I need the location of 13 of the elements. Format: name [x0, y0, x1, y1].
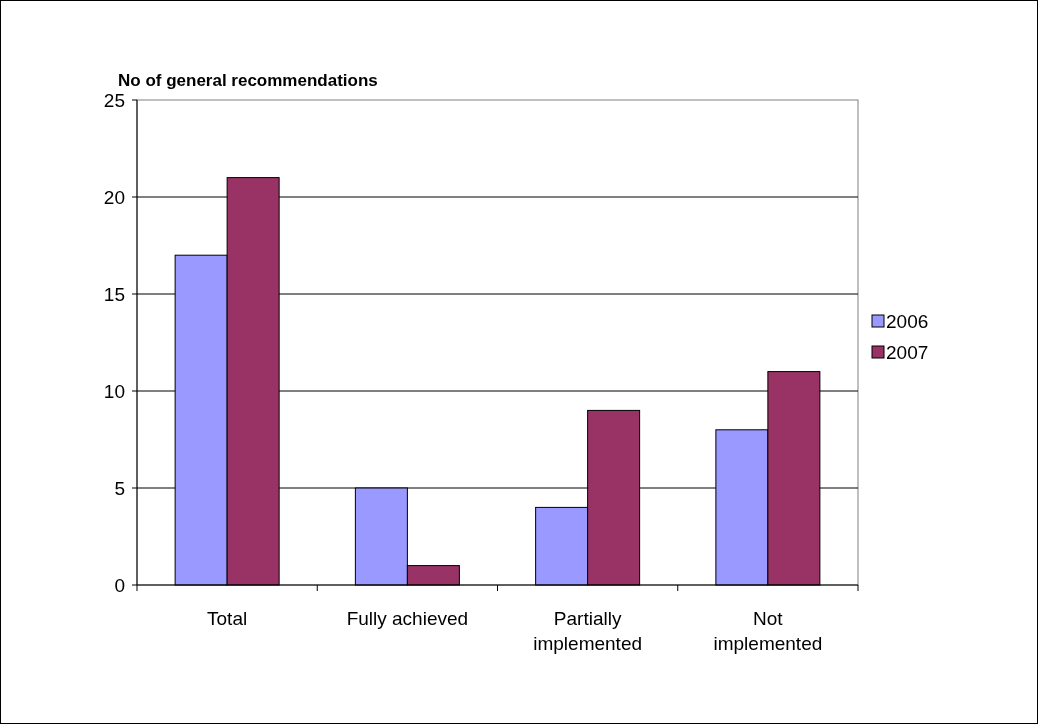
y-tick-label: 25: [103, 89, 125, 111]
x-tick-label: Fully achieved: [346, 608, 469, 629]
y-tick-label: 15: [103, 283, 125, 305]
y-tick-label: 20: [103, 186, 125, 208]
chart-title: No of general recommendations: [118, 71, 378, 90]
legend-label: 2006: [886, 310, 929, 332]
legend-label: 2007: [886, 341, 929, 363]
x-tick-label: Not implemented: [713, 608, 823, 654]
y-tick-label: 10: [103, 380, 125, 402]
y-tick-label: 5: [114, 477, 125, 499]
x-tick-label: Partially implemented: [533, 608, 643, 654]
y-tick-label: 0: [114, 574, 125, 596]
x-tick-label: Total: [207, 608, 248, 629]
